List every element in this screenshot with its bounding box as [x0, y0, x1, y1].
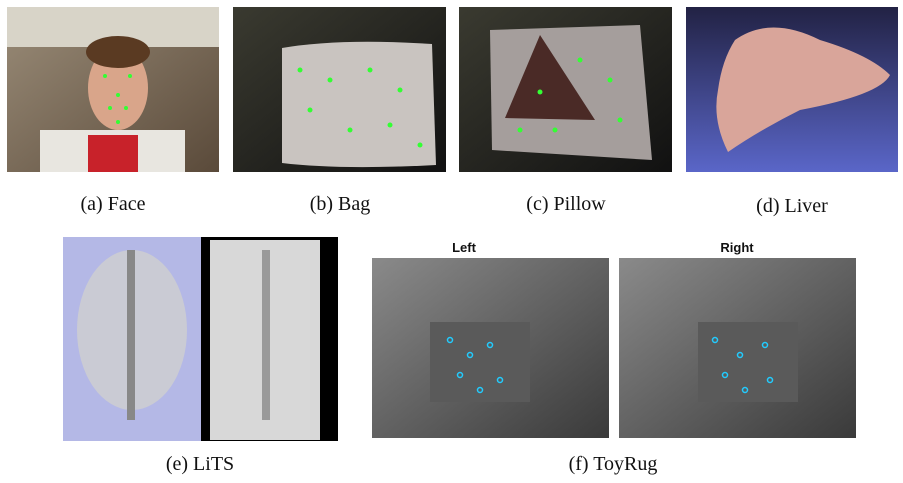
caption: (f) ToyRug — [569, 453, 658, 475]
lits-image — [63, 237, 338, 441]
toyrug-left-image — [372, 258, 609, 438]
view-label: Right — [720, 240, 754, 255]
caption: (c) Pillow — [526, 193, 606, 215]
toyrug-right-image — [619, 258, 856, 438]
caption: (e) LiTS — [166, 453, 234, 475]
liver-image — [686, 7, 898, 172]
bag-image — [233, 7, 446, 172]
view-label: Left — [452, 240, 477, 255]
caption: (b) Bag — [310, 193, 371, 215]
caption: (a) Face — [81, 193, 146, 215]
face-image — [7, 7, 219, 172]
caption: (d) Liver — [756, 195, 828, 217]
pillow-image — [459, 7, 672, 172]
